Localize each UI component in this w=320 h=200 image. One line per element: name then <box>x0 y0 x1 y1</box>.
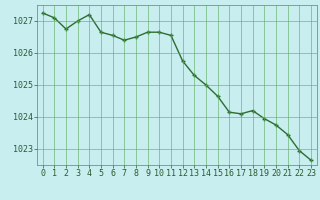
Text: Graphe pression niveau de la mer (hPa): Graphe pression niveau de la mer (hPa) <box>48 183 272 193</box>
